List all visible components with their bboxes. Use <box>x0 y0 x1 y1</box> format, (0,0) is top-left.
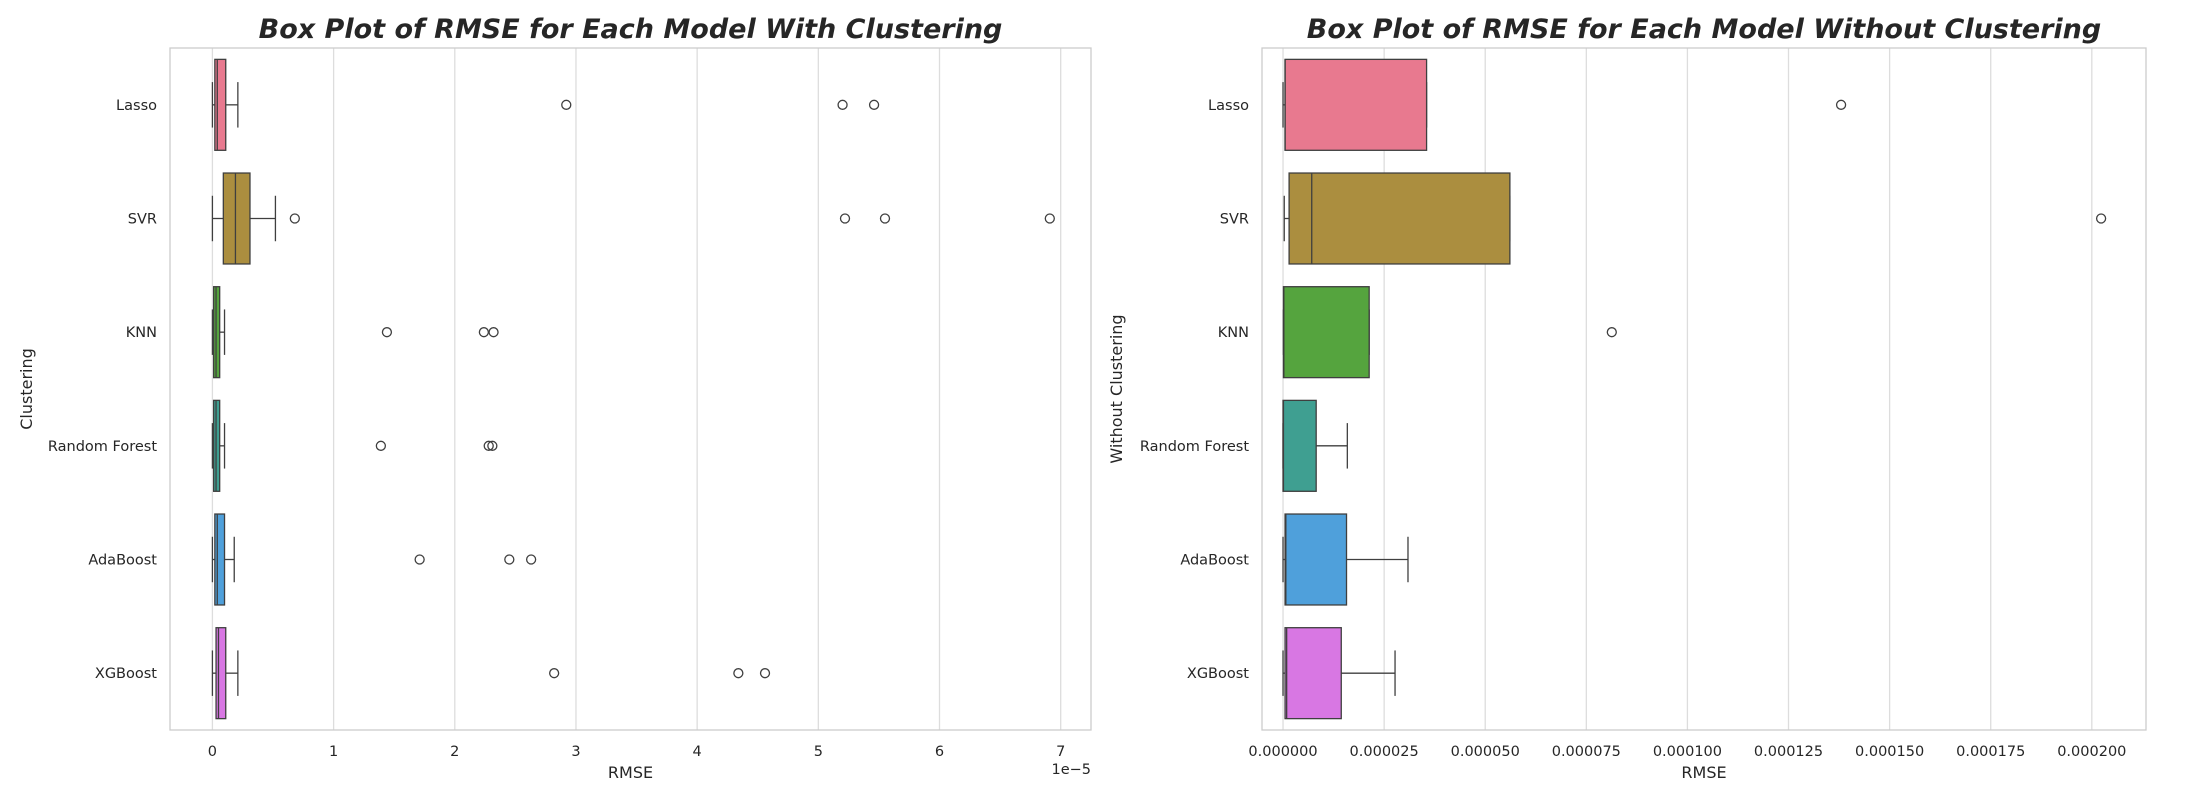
iqr-box <box>1288 172 1511 265</box>
outlier-point <box>759 668 771 679</box>
box-xgboost <box>211 627 771 720</box>
x-tick-label: 6 <box>935 744 944 760</box>
box-random-forest <box>211 399 498 492</box>
x-tick-label: 4 <box>693 744 702 760</box>
y-tick-label: Random Forest <box>48 439 157 455</box>
box-series <box>211 58 1055 720</box>
x-axis-label: RMSE <box>608 763 653 782</box>
y-tick-labels: Lasso SVR KNN Random Forest AdaBoost XGBoost <box>48 98 157 682</box>
iqr-box <box>215 627 227 720</box>
y-tick-label: XGBoost <box>1187 666 1249 682</box>
outlier-point <box>2095 213 2107 224</box>
x-tick-label: 0.000200 <box>2057 744 2126 760</box>
box-random-forest <box>1282 399 1348 492</box>
outlier-point <box>879 213 891 224</box>
box-svr <box>1283 172 2107 265</box>
outlier-point <box>1835 99 1847 110</box>
iqr-box <box>1284 627 1342 720</box>
y-tick-label: Random Forest <box>1140 439 1249 455</box>
panel-without-clustering: Box Plot of RMSE for Each Model Without … <box>1107 14 2147 782</box>
box-knn <box>1282 286 1617 379</box>
x-tick-label: 0.000125 <box>1754 744 1823 760</box>
outlier-point <box>1044 213 1055 224</box>
y-tick-label: Lasso <box>1208 98 1249 114</box>
outlier-point <box>839 213 851 224</box>
outlier-point <box>549 668 560 679</box>
y-tick-label: SVR <box>1220 212 1249 228</box>
outlier-point <box>381 327 393 338</box>
x-tick-label: 5 <box>814 744 823 760</box>
x-tick-label: 0 <box>208 744 217 760</box>
box-lasso <box>1282 58 1847 151</box>
panel-with-clustering: Box Plot of RMSE for Each Model With Clu… <box>17 14 1092 782</box>
y-tick-label: KNN <box>126 325 157 341</box>
outlier-point <box>487 440 498 451</box>
y-tick-label: AdaBoost <box>1180 553 1249 569</box>
y-tick-label: SVR <box>128 212 157 228</box>
plot-frame <box>169 47 1092 731</box>
plot-frame <box>1261 47 2147 731</box>
outlier-point <box>504 554 515 565</box>
box-adaboost <box>211 513 537 606</box>
box-lasso <box>211 58 880 151</box>
iqr-box <box>222 172 251 265</box>
outlier-point <box>478 327 490 338</box>
outlier-point <box>375 440 387 451</box>
box-knn <box>211 286 499 379</box>
outlier-point <box>289 213 300 224</box>
x-tick-label: 0.000150 <box>1855 744 1924 760</box>
iqr-box <box>1282 286 1370 379</box>
x-tick-label: 0.000025 <box>1350 744 1419 760</box>
outlier-point <box>414 554 425 565</box>
x-tick-label: 2 <box>450 744 459 760</box>
gridlines <box>1282 48 2093 730</box>
box-svr <box>211 172 1055 265</box>
y-tick-label: KNN <box>1218 325 1249 341</box>
outlier-point <box>488 327 499 338</box>
x-tick-labels: 0 1 2 3 4 5 6 7 <box>208 744 1066 760</box>
x-tick-label: 3 <box>571 744 580 760</box>
iqr-box <box>214 513 226 606</box>
iqr-box <box>1284 513 1348 606</box>
x-tick-label: 0.000075 <box>1552 744 1621 760</box>
y-tick-label: AdaBoost <box>88 553 157 569</box>
x-tick-label: 7 <box>1056 744 1065 760</box>
y-tick-label: XGBoost <box>95 666 157 682</box>
x-tick-labels: 0.000000 0.000025 0.000050 0.000075 0.000100… <box>1248 744 2126 760</box>
x-axis-label: RMSE <box>1681 763 1726 782</box>
outlier-point <box>733 668 744 679</box>
iqr-box <box>1284 58 1428 151</box>
x-tick-label: 0.000175 <box>1956 744 2025 760</box>
y-tick-label: Lasso <box>116 98 157 114</box>
x-tick-label: 0.000050 <box>1451 744 1520 760</box>
chart-title: Box Plot of RMSE for Each Model Without … <box>1307 14 2101 45</box>
y-tick-labels: Lasso SVR KNN Random Forest AdaBoost XGBoost <box>1140 98 1249 682</box>
x-tick-label: 0.000000 <box>1248 744 1317 760</box>
iqr-box <box>214 58 227 151</box>
chart-title: Box Plot of RMSE for Each Model With Clu… <box>259 14 1003 45</box>
box-series <box>1282 58 2107 720</box>
outlier-point <box>868 99 880 110</box>
y-axis-label: Without Clustering <box>1107 314 1126 463</box>
gridlines <box>211 48 1062 730</box>
x-scale-offset-label: 1e−5 <box>1051 762 1091 778</box>
x-tick-label: 0.000100 <box>1653 744 1722 760</box>
outlier-point <box>483 440 494 451</box>
outlier-point <box>837 99 848 110</box>
x-tick-label: 1 <box>329 744 338 760</box>
y-axis-label: Clustering <box>17 348 36 430</box>
iqr-box <box>1282 399 1317 492</box>
box-xgboost <box>1282 627 1396 720</box>
outlier-point <box>1606 327 1617 338</box>
outlier-point <box>525 554 537 565</box>
box-adaboost <box>1282 513 1409 606</box>
outlier-point <box>561 99 572 110</box>
